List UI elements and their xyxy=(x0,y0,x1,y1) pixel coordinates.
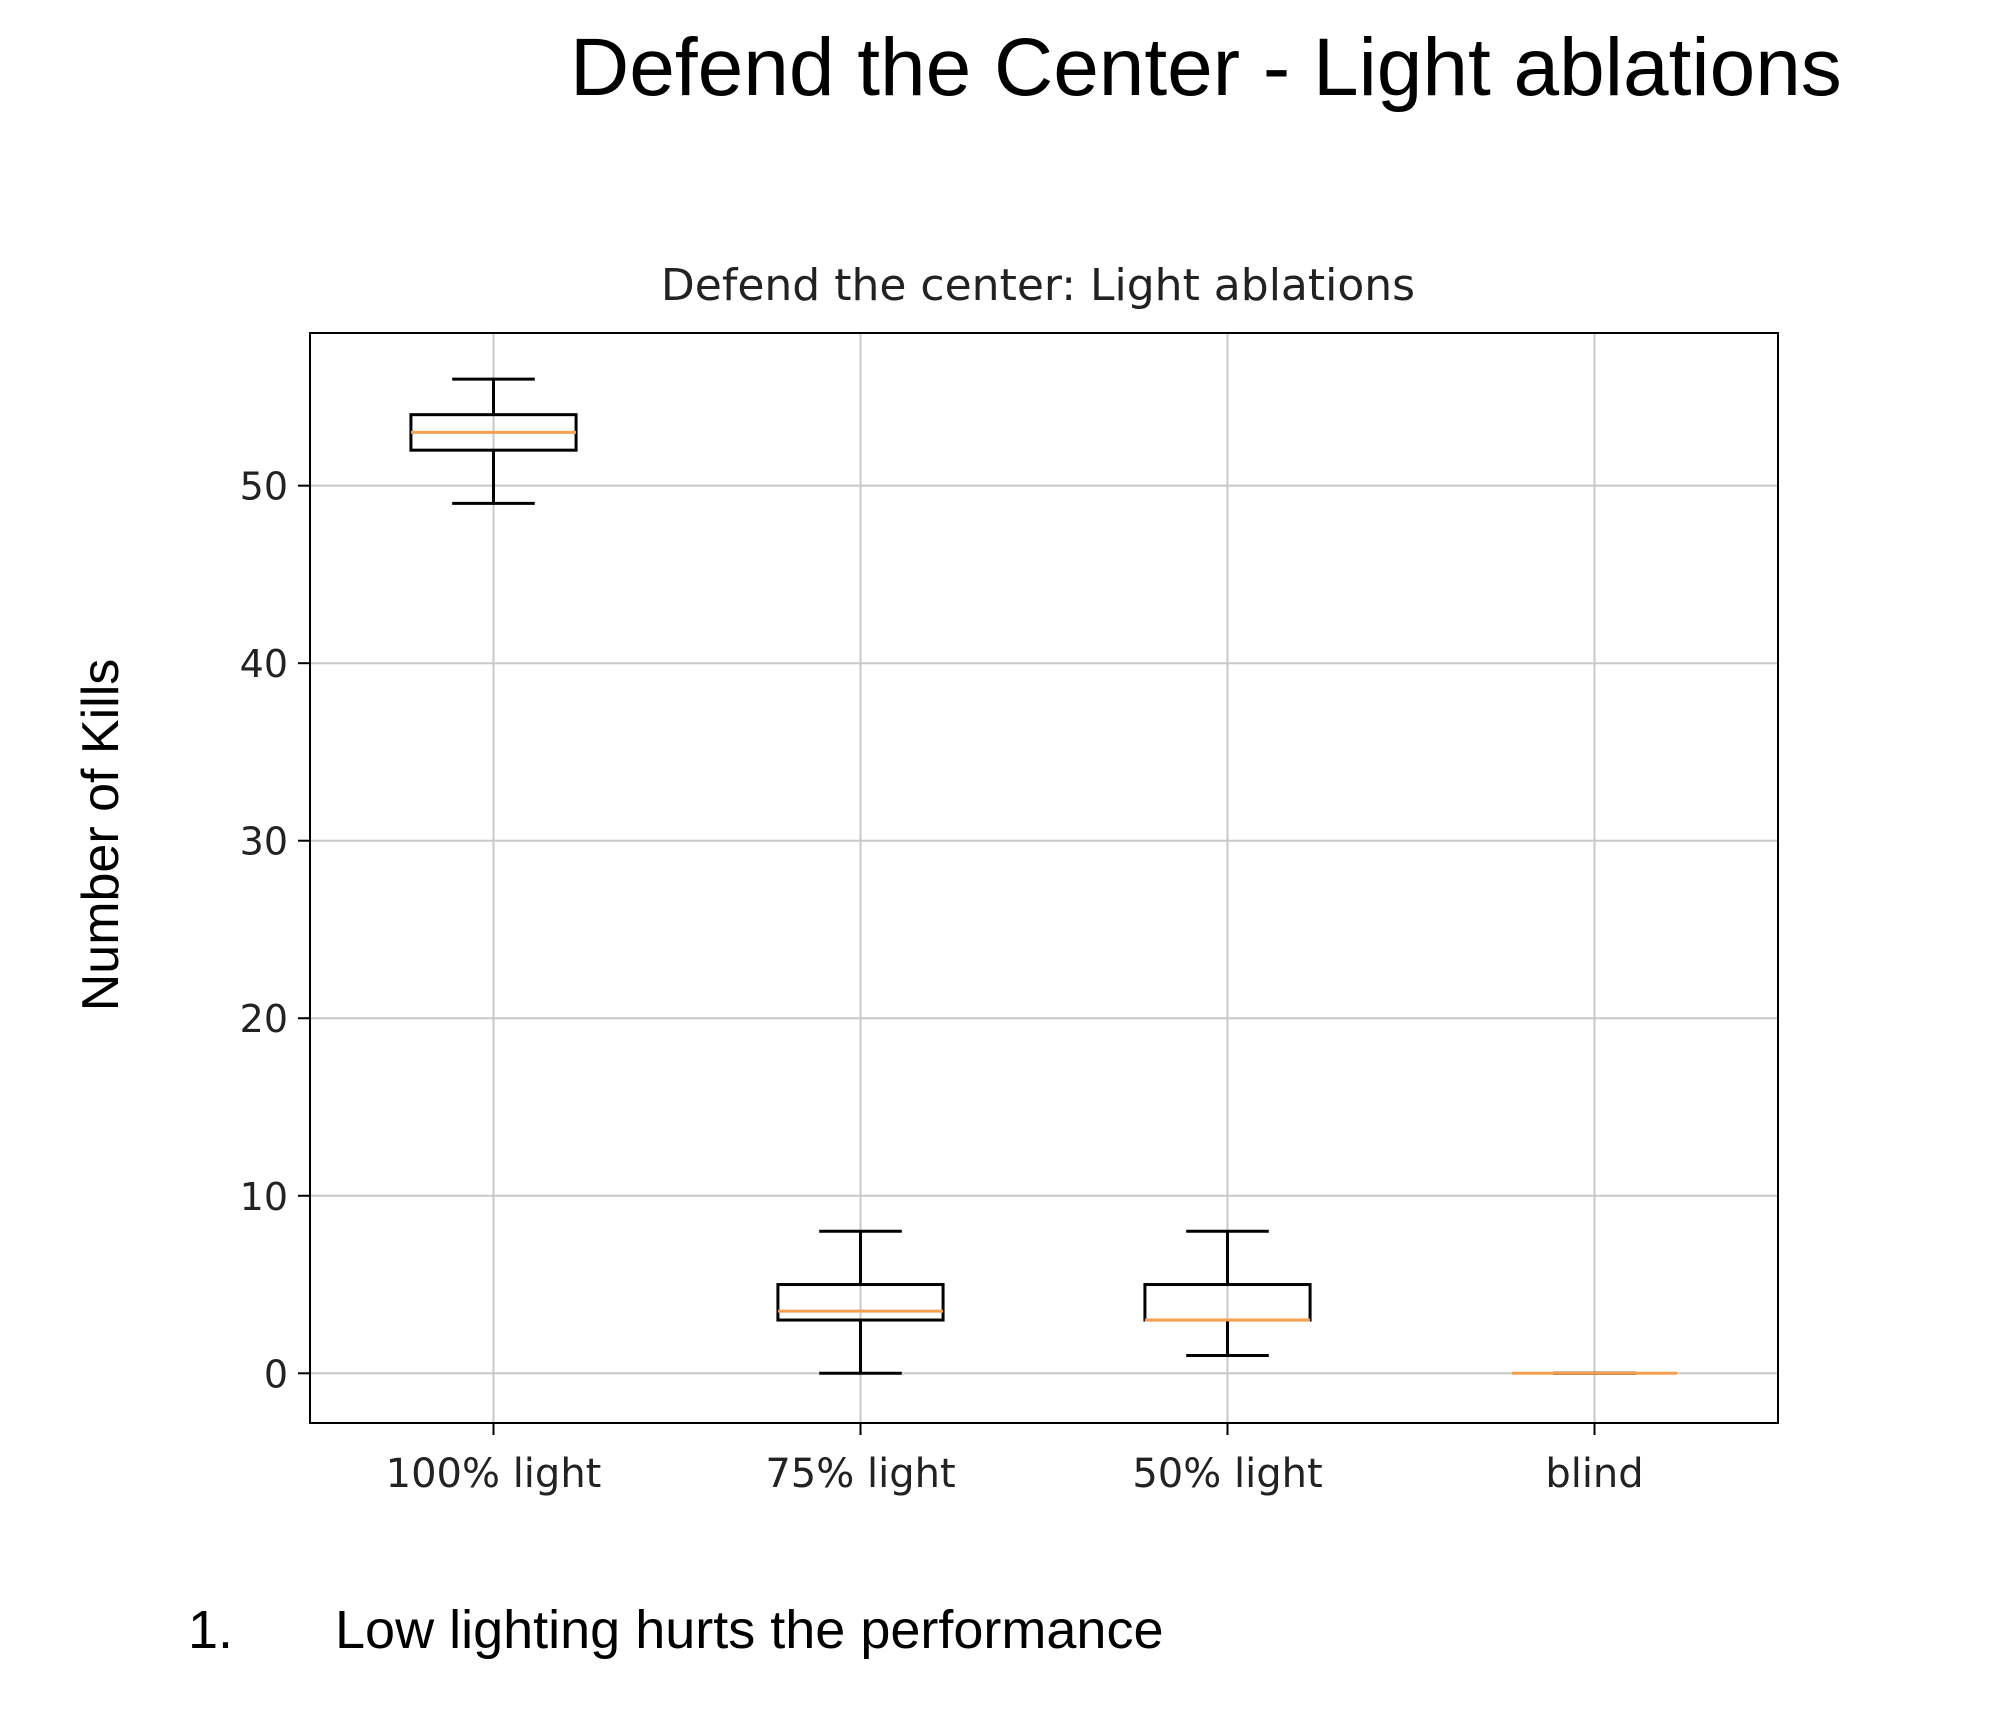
list-item-number: 1. xyxy=(188,1600,234,1660)
y-tick-label: 30 xyxy=(240,820,288,864)
y-tick-label: 40 xyxy=(240,642,288,686)
y-tick-label: 50 xyxy=(240,465,288,509)
box-3 xyxy=(1143,1229,1312,1358)
boxes xyxy=(409,377,1678,1375)
plot-frame xyxy=(309,332,1779,1424)
y-tick-label: 0 xyxy=(264,1352,288,1396)
box-2 xyxy=(776,1229,945,1375)
y-axis-label: Number of Kills xyxy=(72,659,130,1012)
list-item: 1. Low lighting hurts the performance xyxy=(188,1595,1163,1665)
list-item-text: Low lighting hurts the performance xyxy=(335,1600,1164,1660)
x-tick-label: 100% light xyxy=(386,1451,602,1497)
iqr-box xyxy=(776,1283,945,1322)
chart-title: Defend the center: Light ablations xyxy=(661,260,1415,311)
x-tick-label: 75% light xyxy=(765,1451,955,1497)
y-tick-label: 10 xyxy=(240,1175,288,1219)
x-tick-label: blind xyxy=(1545,1451,1643,1497)
x-tick-label: 50% light xyxy=(1132,1451,1322,1497)
grid-lines xyxy=(310,333,1778,1423)
box-1 xyxy=(409,377,578,505)
slide-title: Defend the Center - Light ablations xyxy=(570,22,1842,113)
y-tick-label: 20 xyxy=(240,997,288,1041)
axis-ticks: 0 10 20 30 40 50 100% light 75% light 50% light b… xyxy=(240,465,1644,1497)
